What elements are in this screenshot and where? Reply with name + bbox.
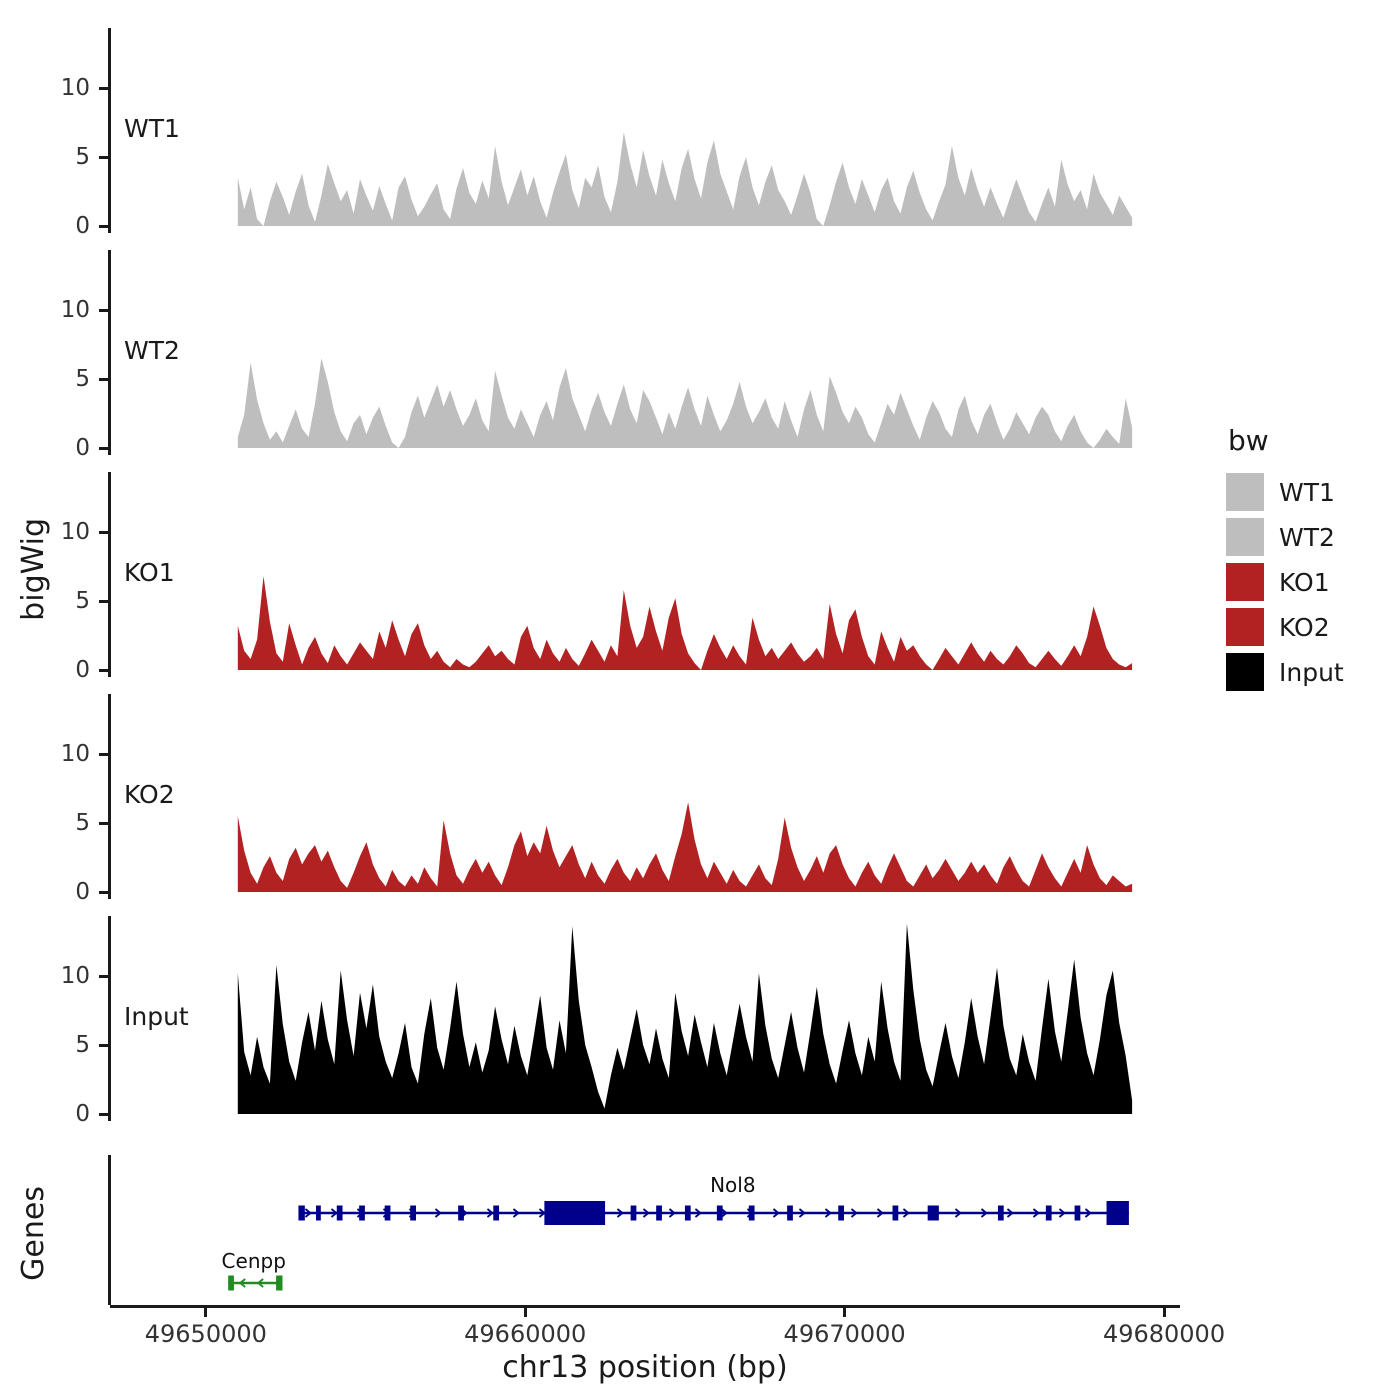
y-tick-mark	[99, 891, 108, 894]
genes-panel: Nol8 Cenpp	[0, 1155, 1400, 1305]
legend-item-wt2: WT2	[1226, 518, 1344, 556]
y-tick-label-5: 5	[75, 588, 90, 614]
legend-swatch-wt2	[1226, 518, 1264, 556]
x-tick-mark	[523, 1308, 527, 1317]
x-tick-mark	[1162, 1308, 1166, 1317]
track-label-ko1: KO1	[124, 558, 175, 587]
track-panel-ko1: 10 5 0 KO1	[0, 472, 1400, 683]
y-tick-mark	[99, 447, 108, 450]
legend-item-wt1: WT1	[1226, 473, 1344, 511]
y-tick-label-0: 0	[75, 879, 90, 905]
y-tick-label-0: 0	[75, 213, 90, 239]
x-axis-title: chr13 position (bp)	[502, 1350, 788, 1385]
y-tick-mark	[99, 378, 108, 381]
legend-title: bw	[1228, 424, 1269, 457]
coverage-area-wt1	[237, 132, 1133, 226]
y-tick-mark	[99, 975, 108, 978]
x-axis-line	[110, 1305, 1180, 1308]
y-tick-label-10: 10	[60, 75, 90, 101]
x-tick-mark	[204, 1308, 208, 1317]
y-tick-label-10: 10	[60, 519, 90, 545]
legend-item-ko1: KO1	[1226, 563, 1344, 601]
y-axis-line	[108, 250, 111, 455]
coverage-area-input	[237, 923, 1133, 1114]
y-tick-label-5: 5	[75, 144, 90, 170]
y-tick-label-5: 5	[75, 1032, 90, 1058]
y-tick-label-10: 10	[60, 963, 90, 989]
y-axis-line	[108, 472, 111, 677]
y-tick-mark	[99, 669, 108, 672]
x-tick-label-0: 49650000	[144, 1320, 267, 1348]
gene-label-nol8: Nol8	[710, 1173, 756, 1197]
y-axis-line	[108, 694, 111, 899]
legend-item-ko2: KO2	[1226, 608, 1344, 646]
coverage-area-wt2	[237, 358, 1133, 448]
track-panel-ko2: 10 5 0 KO2	[0, 694, 1400, 905]
y-tick-mark	[99, 1113, 108, 1116]
y-tick-label-10: 10	[60, 297, 90, 323]
gene-label-cenpp: Cenpp	[221, 1249, 286, 1273]
y-tick-label-0: 0	[75, 435, 90, 461]
legend-swatch-ko2	[1226, 608, 1264, 646]
legend-label-ko2: KO2	[1279, 612, 1330, 642]
legend-label-input: Input	[1279, 657, 1344, 687]
y-tick-label-0: 0	[75, 1101, 90, 1127]
y-tick-mark	[99, 822, 108, 825]
legend-label-wt2: WT2	[1279, 522, 1335, 552]
legend-label-wt1: WT1	[1279, 477, 1335, 507]
y-tick-mark	[99, 753, 108, 756]
track-label-ko2: KO2	[124, 780, 175, 809]
y-tick-mark	[99, 1044, 108, 1047]
y-axis-line	[108, 916, 111, 1121]
y-axis-line	[108, 1155, 111, 1305]
y-tick-mark	[99, 309, 108, 312]
x-tick-mark	[843, 1308, 847, 1317]
x-tick-label-3: 49680000	[1102, 1320, 1226, 1348]
x-tick-label-1: 49660000	[464, 1320, 587, 1348]
coverage-area-ko2	[237, 802, 1133, 892]
legend-swatch-wt1	[1226, 473, 1264, 511]
y-tick-mark	[99, 225, 108, 228]
legend: bw WT1 WT2 KO1 KO2 Input	[1226, 424, 1344, 698]
y-tick-mark	[99, 600, 108, 603]
y-tick-label-0: 0	[75, 657, 90, 683]
y-tick-label-5: 5	[75, 366, 90, 392]
y-tick-label-5: 5	[75, 810, 90, 836]
track-label-wt1: WT1	[124, 114, 180, 143]
y-axis-line	[108, 28, 111, 233]
track-panel-wt2: 10 5 0 WT2	[0, 250, 1400, 461]
gene-models-svg	[228, 1201, 1129, 1291]
legend-label-ko1: KO1	[1279, 567, 1330, 597]
y-tick-label-10: 10	[60, 741, 90, 767]
y-tick-mark	[99, 87, 108, 90]
legend-swatch-input	[1226, 653, 1264, 691]
track-label-wt2: WT2	[124, 336, 180, 365]
coverage-area-ko1	[237, 576, 1133, 670]
legend-item-input: Input	[1226, 653, 1344, 691]
y-tick-mark	[99, 531, 108, 534]
track-label-input: Input	[124, 1002, 189, 1031]
legend-swatch-ko1	[1226, 563, 1264, 601]
y-tick-mark	[99, 156, 108, 159]
x-tick-label-2: 49670000	[783, 1320, 906, 1348]
track-panel-input: 10 5 0 Input	[0, 916, 1400, 1127]
track-panel-wt1: 10 5 0 WT1	[0, 28, 1400, 239]
